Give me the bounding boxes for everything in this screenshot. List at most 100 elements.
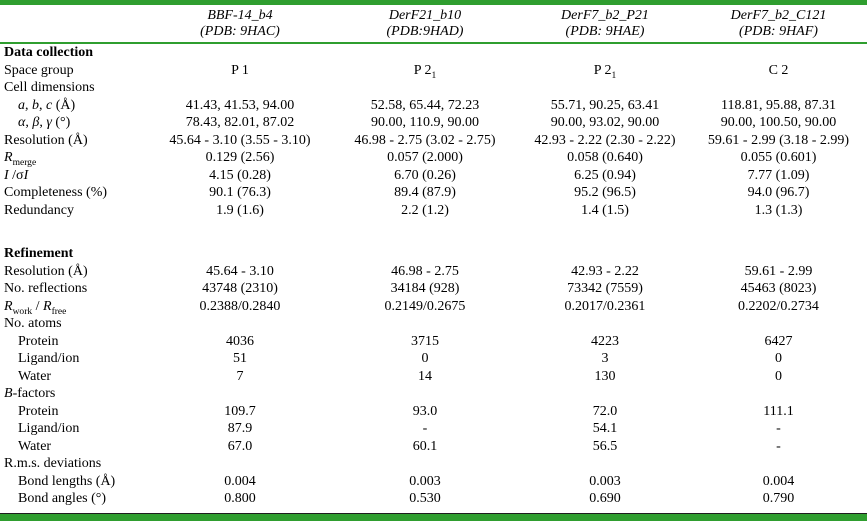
cell-value: C 2 <box>768 62 789 78</box>
section-title-row: Data collection <box>0 44 867 62</box>
cell-value: 78.43, 82.01, 87.02 <box>185 115 295 130</box>
row-label: No. atoms <box>4 316 62 331</box>
table-row: Protein 4036 3715 4223 6427 <box>0 333 867 351</box>
column-pdb-id: (PDB: 9HAF) <box>739 24 818 39</box>
cell-value <box>520 79 690 97</box>
table-row: I /σI 4.15 (0.28) 6.70 (0.26) 6.25 (0.94) 7.… <box>0 167 867 185</box>
row-label: Cell dimensions <box>4 80 95 95</box>
row-label: Water <box>18 438 52 454</box>
cell-value: 90.00, 100.50, 90.00 <box>720 115 837 130</box>
cell-value: 95.2 (96.5) <box>574 185 636 200</box>
row-label: α, β, γ (°) <box>18 115 71 130</box>
cell-value: 87.9 <box>227 421 253 436</box>
table-row: Resolution (Å) 45.64 - 3.10 (3.55 - 3.10)… <box>0 132 867 150</box>
cell-value: 0.004 <box>762 473 795 489</box>
cell-value <box>330 79 520 97</box>
section-title: Data collection <box>4 45 94 60</box>
cell-value: 59.61 - 2.99 <box>744 263 813 279</box>
cell-value: 7 <box>236 368 244 384</box>
cell-value: - <box>776 438 781 454</box>
table-row: Protein 109.7 93.0 72.0 111.1 <box>0 403 867 421</box>
cell-value: 0.2202/0.2734 <box>738 298 819 314</box>
cell-value: 0.004 <box>224 473 256 489</box>
table-row: B-factors <box>0 385 867 403</box>
table-row: Ligand/ion 51 0 3 0 <box>0 350 867 368</box>
cell-value: 46.98 - 2.75 <box>391 263 459 279</box>
section-title: Refinement <box>4 246 74 261</box>
row-label: Resolution (Å) <box>4 263 88 279</box>
cell-value: 0.003 <box>589 473 621 489</box>
table-row: No. atoms <box>0 315 867 333</box>
cell-value <box>330 455 520 473</box>
cell-value: 0 <box>775 351 782 366</box>
cell-value: 94.0 (96.7) <box>747 185 810 200</box>
table-row: Redundancy 1.9 (1.6) 2.2 (1.2) 1.4 (1.5) 1.3… <box>0 202 867 220</box>
cell-value: 0.800 <box>224 491 256 506</box>
cell-value: 43748 (2310) <box>202 281 278 296</box>
cell-value: 89.4 (87.9) <box>394 185 456 200</box>
cell-value <box>690 455 867 473</box>
cell-value: 67.0 <box>227 438 253 454</box>
column-title: DerF21_b10 <box>388 8 462 23</box>
cell-value: 130 <box>594 368 616 384</box>
cell-value: 4036 <box>226 333 254 349</box>
cell-value: - <box>422 421 428 436</box>
cell-value: 0.129 (2.56) <box>205 150 275 165</box>
cell-value: P 1 <box>231 62 249 78</box>
cell-value: 111.1 <box>763 403 794 419</box>
cell-value <box>330 315 520 333</box>
cell-value: 34184 (928) <box>390 281 460 296</box>
cell-value <box>150 385 330 403</box>
cell-value: 90.00, 93.02, 90.00 <box>550 115 660 130</box>
column-pdb-id: (PDB:9HAD) <box>386 24 464 39</box>
cell-value: 0.058 (0.640) <box>567 150 643 165</box>
cell-value: 45.64 - 3.10 <box>206 263 274 279</box>
column-title: DerF7_b2_C121 <box>730 8 827 23</box>
table-row: α, β, γ (°) 78.43, 82.01, 87.02 90.00, 110… <box>0 114 867 132</box>
cell-value <box>690 385 867 403</box>
cell-value: 41.43, 41.53, 94.00 <box>185 97 295 113</box>
table-row: Cell dimensions <box>0 79 867 97</box>
table-row: Rmerge 0.129 (2.56) 0.057 (2.000) 0.058 (0.… <box>0 149 867 168</box>
cell-value: 55.71, 90.25, 63.41 <box>550 97 660 113</box>
row-label: Water <box>18 368 52 384</box>
cell-value: 0.2017/0.2361 <box>564 298 646 314</box>
row-label: Ligand/ion <box>18 351 80 366</box>
cell-value: 73342 (7559) <box>567 281 643 296</box>
cell-value: 0.055 (0.601) <box>740 150 817 165</box>
cell-value <box>690 315 867 333</box>
cell-value: 1.9 (1.6) <box>216 202 264 218</box>
row-label: Protein <box>18 403 59 419</box>
cell-value: P 21 <box>593 62 617 81</box>
cell-value: 45.64 - 3.10 (3.55 - 3.10) <box>169 132 311 148</box>
cell-value <box>520 455 690 473</box>
cell-value: 6427 <box>764 333 793 349</box>
cell-value: 72.0 <box>592 403 618 419</box>
cell-value: 0.2149/0.2675 <box>384 298 466 314</box>
cell-value: 46.98 - 2.75 (3.02 - 2.75) <box>354 132 496 148</box>
cell-value: 0 <box>421 351 429 366</box>
cell-value: - <box>776 421 781 436</box>
row-label: Bond lengths (Å) <box>18 473 116 489</box>
table-row: Space group P 1 P 21 P 21 C 2 <box>0 62 867 81</box>
cell-value <box>150 455 330 473</box>
table-row: Rwork / Rfree 0.2388/0.2840 0.2149/0.2675 0… <box>0 298 867 317</box>
cell-value <box>520 385 690 403</box>
table-bottom-border <box>0 513 867 521</box>
cell-value: 7.77 (1.09) <box>747 167 810 183</box>
table-row: R.m.s. deviations <box>0 455 867 473</box>
column-header-derf7-b2-p21: DerF7_b2_P21 (PDB: 9HAE) <box>520 8 690 40</box>
cell-value: 0.003 <box>409 473 441 489</box>
table-body: Data collection Space group P 1 P 21 P 21 C 2… <box>0 44 867 508</box>
table-row: Completeness (%) 90.1 (76.3) 89.4 (87.9) 95… <box>0 184 867 202</box>
column-header-derf7-b2-c121: DerF7_b2_C121 (PDB: 9HAF) <box>690 8 867 40</box>
cell-value: 0.2388/0.2840 <box>199 298 281 314</box>
section-refinement: Refinement Resolution (Å) 45.64 - 3.10 46.9… <box>0 245 867 508</box>
cell-value: 59.61 - 2.99 (3.18 - 2.99) <box>707 132 850 148</box>
cell-value: P 21 <box>413 62 437 81</box>
cell-value: 1.3 (1.3) <box>754 202 803 218</box>
cell-value <box>150 79 330 97</box>
column-header-derf21-b10: DerF21_b10 (PDB:9HAD) <box>330 8 520 40</box>
row-label: Rwork / Rfree <box>4 298 67 317</box>
